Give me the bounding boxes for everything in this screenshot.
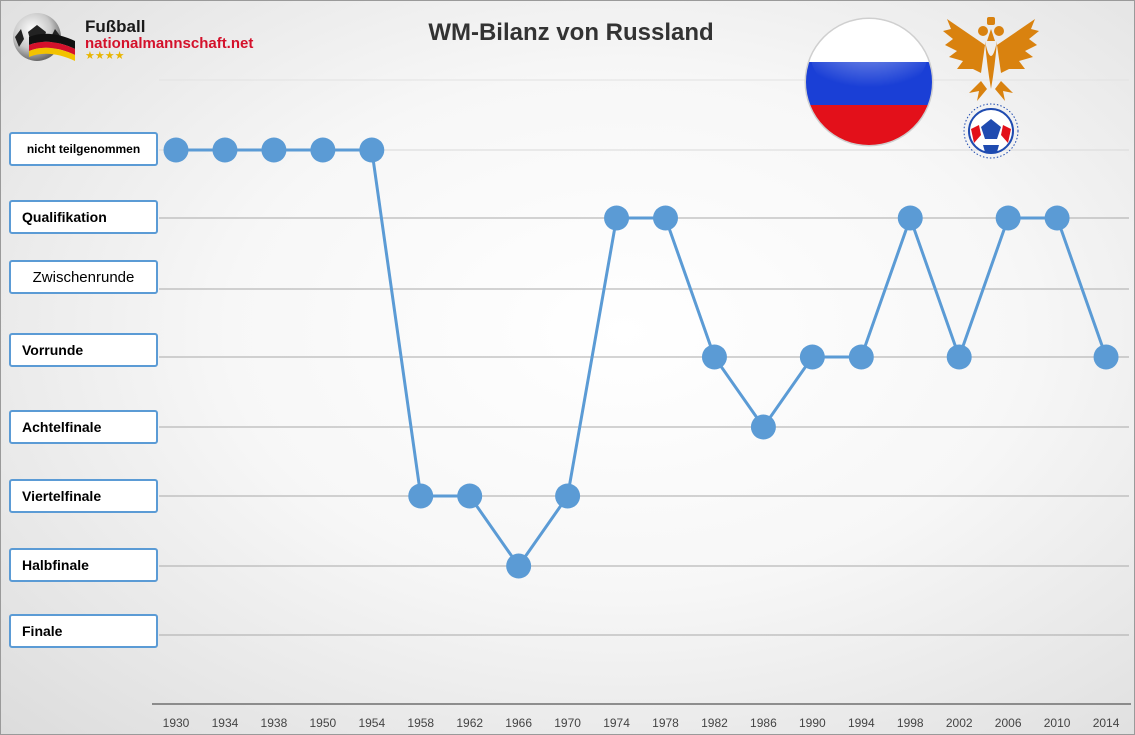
logo-text-fussball: Fußball (85, 17, 146, 36)
data-point-1974 (604, 205, 630, 231)
x-tick-label: 1950 (309, 716, 336, 730)
y-category-label: Vorrunde (9, 333, 158, 367)
y-category-label: Qualifikation (9, 200, 158, 234)
x-tick-label: 2014 (1093, 716, 1120, 730)
data-point-1962 (457, 483, 483, 509)
x-tick-label: 1930 (163, 716, 190, 730)
chart-title: WM-Bilanz von Russland (428, 19, 714, 46)
russian-football-union-emblem-icon (943, 17, 1039, 159)
russia-flag-icon (804, 17, 934, 147)
y-category-label: Halbfinale (9, 548, 158, 582)
x-tick-label: 1934 (212, 716, 239, 730)
data-point-1978 (653, 205, 678, 231)
data-point-1938 (261, 137, 287, 163)
y-category-label: Achtelfinale (9, 410, 158, 444)
data-point-1934 (212, 137, 238, 163)
data-point-1954 (359, 137, 385, 163)
x-tick-label: 2010 (1044, 716, 1071, 730)
data-point-1966 (506, 553, 532, 579)
x-tick-label: 2002 (946, 716, 973, 730)
x-tick-label: 1982 (701, 716, 728, 730)
y-category-label: Zwischenrunde (9, 260, 158, 294)
x-tick-label: 1954 (358, 716, 385, 730)
x-tick-label: 1994 (848, 716, 875, 730)
data-point-1994 (848, 344, 874, 370)
x-tick-label: 1974 (603, 716, 630, 730)
data-point-1990 (799, 344, 825, 370)
data-point-1950 (310, 137, 336, 163)
logo-stars: ★★★★ (85, 50, 125, 62)
x-tick-label: 1998 (897, 716, 924, 730)
x-tick-label: 1990 (799, 716, 826, 730)
data-point-2002 (946, 344, 972, 370)
data-point-1998 (897, 205, 923, 231)
logo-text-domain: nationalmannschaft.net (85, 35, 254, 52)
x-tick-label: 1986 (750, 716, 777, 730)
x-tick-label: 2006 (995, 716, 1022, 730)
x-tick-label: 1938 (261, 716, 288, 730)
site-logo: Fußball nationalmannschaft.net ★★★★ (9, 7, 253, 63)
data-point-1930 (163, 137, 189, 163)
x-tick-label: 1970 (554, 716, 581, 730)
x-tick-label: 1966 (505, 716, 532, 730)
data-point-1986 (750, 414, 776, 440)
y-category-label: Viertelfinale (9, 479, 158, 513)
data-point-2014 (1093, 344, 1119, 370)
data-point-1970 (555, 483, 581, 509)
x-tick-label: 1958 (407, 716, 434, 730)
x-tick-label: 1978 (652, 716, 679, 730)
data-point-1958 (408, 483, 434, 509)
data-point-2006 (995, 205, 1021, 231)
data-point-2010 (1044, 205, 1070, 231)
y-category-label: Finale (9, 614, 158, 648)
x-tick-label: 1962 (456, 716, 483, 730)
data-point-1982 (701, 344, 727, 370)
y-category-label: nicht teilgenommen (9, 132, 158, 166)
football-flag-logo-icon (13, 13, 75, 61)
